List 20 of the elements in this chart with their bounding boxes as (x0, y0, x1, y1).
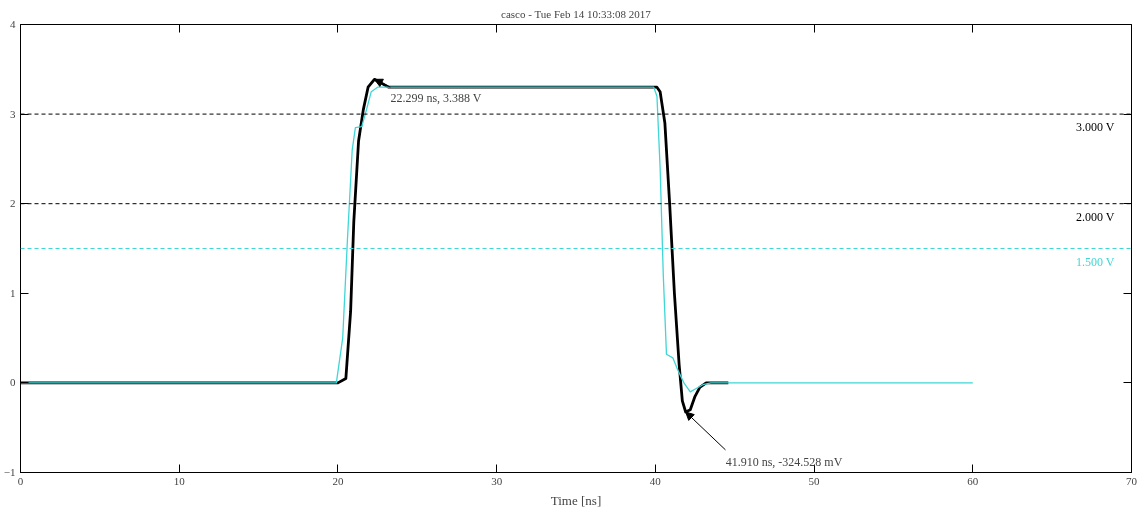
x-tick-label: 50 (808, 474, 821, 487)
annotation: 41.910 ns, -324.528 mV (725, 454, 843, 469)
x-tick-label: 20 (332, 474, 344, 487)
x-tick-label: 10 (173, 474, 186, 487)
y-tick-label: 2 (10, 197, 16, 210)
x-tick-label: 30 (491, 474, 503, 487)
y-tick-label: 1 (10, 286, 16, 299)
y-tick-label: 3 (10, 107, 16, 120)
x-tick-label: 40 (649, 474, 662, 487)
ref-line-label: 3.000 V (1075, 120, 1115, 135)
x-tick-label: 60 (967, 474, 979, 487)
y-tick-label: −1 (3, 466, 16, 478)
x-axis-title: Time [ns] (550, 492, 602, 508)
annotation: 22.299 ns, 3.388 V (390, 91, 482, 106)
ref-line-label: 1.500 V (1075, 254, 1115, 269)
ref-line-label: 2.000 V (1075, 209, 1115, 224)
y-tick-label: 0 (10, 376, 16, 389)
chart-title: casco - Tue Feb 14 10:33:08 2017 (501, 7, 652, 20)
y-tick-label: 4 (10, 18, 16, 30)
x-tick-label: 70 (1126, 474, 1138, 487)
